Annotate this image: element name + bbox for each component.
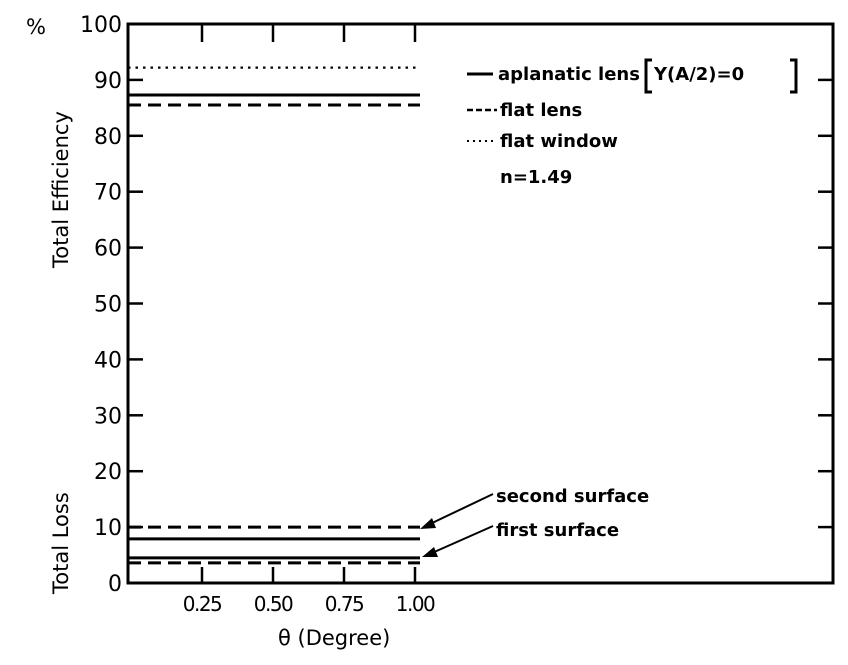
x-axis-ticks-top [200,24,417,42]
y-tick-label: 90 [94,69,122,94]
y-axis-title-loss: Total Loss [49,492,73,595]
y-tick-label: 80 [94,125,122,150]
arrowhead-second-surface [420,518,436,529]
data-series [128,66,420,565]
x-tick-label: 0.50 [254,592,293,616]
legend-label-flat-lens: flat lens [500,100,582,121]
legend-bracket-left [644,58,652,94]
legend-refractive-index: n=1.49 [500,167,572,188]
x-axis-title: θ (Degree) [278,626,390,650]
legend-label-flat-window: flat window [500,131,618,152]
y-axis-tick-labels: 0 10 20 30 40 50 60 70 80 90 100 [80,13,122,597]
y-tick-label: 60 [94,237,122,262]
arrow-second-surface [429,493,494,525]
y-tick-label: 0 [108,572,122,597]
y-axis-title-efficiency: Total Efficiency [49,111,73,269]
x-tick-label: 1.00 [396,592,435,616]
annotations: second surface first surface [420,486,649,557]
x-tick-label: 0.75 [325,592,364,616]
legend: aplanatic lens Y(A/2)=0 flat lens flat w… [467,58,798,188]
y-tick-label: 70 [94,181,122,206]
y-tick-label: 100 [80,13,122,38]
y-tick-label: 40 [94,348,122,373]
legend-bracket-right [790,58,798,94]
x-axis-ticks-bottom [200,567,417,583]
y-tick-label: 50 [94,293,122,318]
legend-note-condition: Y(A/2)=0 [653,64,744,85]
legend-label-aplanatic-lens: aplanatic lens [498,64,640,85]
y-axis-ticks-left [128,78,143,529]
x-tick-label: 0.25 [183,592,222,616]
annotation-first-surface: first surface [496,520,619,541]
y-tick-label: 30 [94,404,122,429]
y-tick-label: 20 [94,460,122,485]
y-axis-ticks-right [818,78,833,529]
y-unit-label: % [26,15,46,39]
arrowhead-first-surface [422,547,438,557]
annotation-second-surface: second surface [496,486,649,507]
x-axis-tick-labels: 0.25 0.50 0.75 1.00 [183,592,437,616]
y-tick-label: 10 [94,516,122,541]
arrow-first-surface [431,525,494,554]
